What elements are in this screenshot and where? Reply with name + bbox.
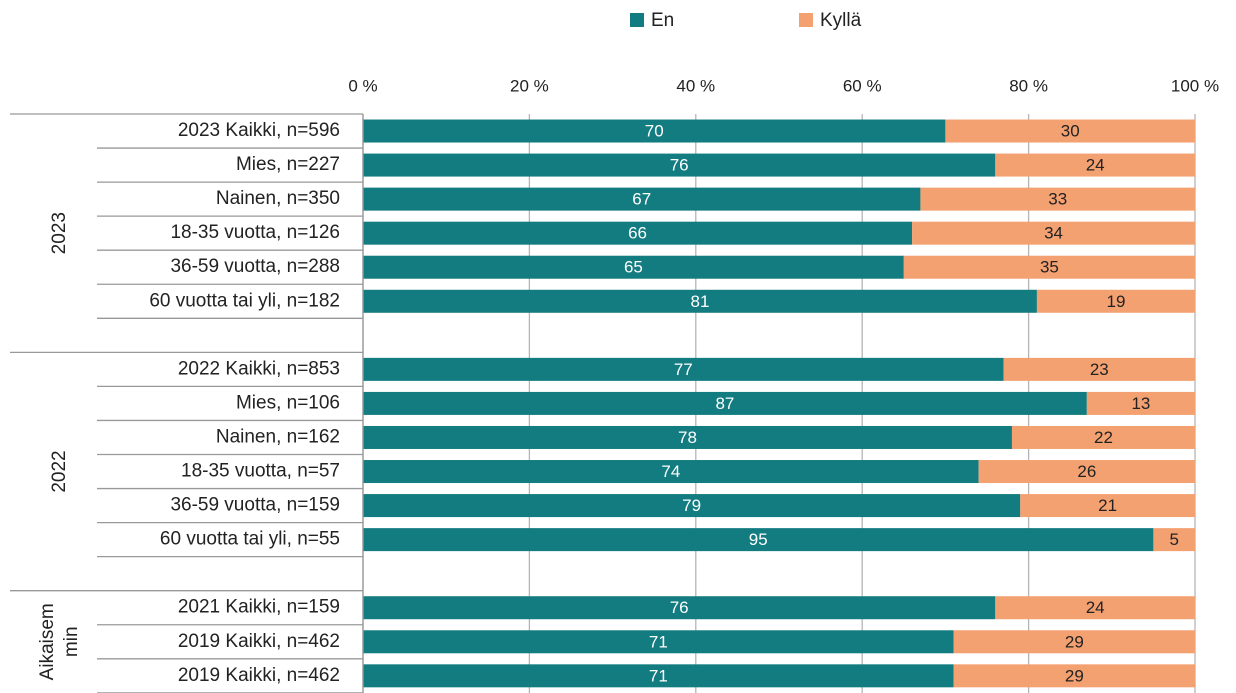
bar-segment — [1036, 289, 1195, 313]
bar-segment — [363, 630, 954, 654]
y-tick-label: Mies, n=106 — [236, 392, 340, 413]
legend-swatch — [799, 13, 813, 27]
value-label: 95 — [749, 530, 768, 549]
bar-segment — [953, 664, 1195, 688]
legend-label: Kyllä — [820, 10, 862, 31]
bar-segment — [995, 596, 1195, 620]
y-tick-label: 18-35 vuotta, n=57 — [181, 461, 340, 482]
value-label: 71 — [649, 666, 668, 685]
value-label: 81 — [690, 292, 709, 311]
value-label: 74 — [661, 462, 680, 481]
y-tick-label: 2021 Kaikki, n=159 — [178, 597, 340, 618]
value-label: 79 — [682, 496, 701, 515]
y-tick-label: 36-59 vuotta, n=288 — [170, 256, 340, 277]
y-tick-label: Mies, n=227 — [236, 154, 340, 175]
group-label: min — [61, 626, 82, 657]
value-label: 24 — [1086, 156, 1105, 175]
y-tick-label: 2022 Kaikki, n=853 — [178, 358, 340, 379]
bar-segment — [363, 357, 1004, 381]
x-tick-label: 100 % — [1171, 76, 1219, 95]
y-tick-label: 2019 Kaikki, n=462 — [178, 631, 340, 652]
y-tick-label: 2023 Kaikki, n=596 — [178, 120, 340, 141]
bar-segment — [363, 664, 954, 688]
value-label: 65 — [624, 258, 643, 277]
x-tick-label: 20 % — [510, 76, 549, 95]
bar-segment — [1011, 425, 1195, 449]
bar-segment — [363, 391, 1087, 415]
value-label: 30 — [1061, 122, 1080, 141]
y-tick-label: 18-35 vuotta, n=126 — [170, 222, 340, 243]
value-label: 23 — [1090, 360, 1109, 379]
value-label: 34 — [1044, 224, 1063, 243]
bar-segment — [363, 596, 996, 620]
bar-segment — [363, 425, 1012, 449]
bar-segment — [912, 221, 1195, 245]
bar-segment — [363, 494, 1021, 518]
bar-segment — [1153, 528, 1195, 552]
value-label: 33 — [1048, 190, 1067, 209]
value-label: 66 — [628, 224, 647, 243]
legend-swatch — [630, 13, 644, 27]
value-label: 24 — [1086, 598, 1105, 617]
bar-segment — [363, 528, 1154, 552]
bar-segment — [1003, 357, 1195, 381]
value-label: 71 — [649, 632, 668, 651]
bar-segment — [903, 255, 1195, 279]
bar-segment — [363, 119, 946, 143]
x-tick-label: 60 % — [843, 76, 882, 95]
y-tick-label: Nainen, n=162 — [216, 426, 340, 447]
value-label: 87 — [715, 394, 734, 413]
x-tick-label: 80 % — [1009, 76, 1048, 95]
bar-segment — [978, 460, 1195, 484]
value-label: 35 — [1040, 258, 1059, 277]
value-label: 78 — [678, 428, 697, 447]
y-tick-label: 2019 Kaikki, n=462 — [178, 665, 340, 686]
value-label: 29 — [1065, 632, 1084, 651]
value-label: 70 — [645, 122, 664, 141]
y-tick-label: 36-59 vuotta, n=159 — [170, 495, 340, 516]
value-label: 21 — [1098, 496, 1117, 515]
bar-segment — [945, 119, 1195, 143]
value-label: 76 — [670, 156, 689, 175]
value-label: 13 — [1131, 394, 1150, 413]
group-label: Aikaisem — [37, 603, 58, 680]
bar-segment — [363, 460, 979, 484]
group-label: 2022 — [49, 450, 70, 492]
bar-segment — [363, 221, 913, 245]
bar-segment — [363, 153, 996, 177]
bar-segment — [995, 153, 1195, 177]
value-label: 29 — [1065, 666, 1084, 685]
bar-segment — [363, 289, 1037, 313]
bar-segment — [953, 630, 1195, 654]
bar-segment — [363, 187, 921, 211]
bar-segment — [920, 187, 1195, 211]
value-label: 22 — [1094, 428, 1113, 447]
x-tick-label: 0 % — [348, 76, 377, 95]
legend-label: En — [651, 10, 674, 31]
value-label: 67 — [632, 190, 651, 209]
value-label: 19 — [1106, 292, 1125, 311]
bar-segment — [1086, 391, 1195, 415]
bar-segment — [1020, 494, 1195, 518]
group-label: 2023 — [49, 212, 70, 254]
value-label: 77 — [674, 360, 693, 379]
value-label: 76 — [670, 598, 689, 617]
value-label: 26 — [1077, 462, 1096, 481]
bar-segment — [363, 255, 904, 279]
y-tick-label: Nainen, n=350 — [216, 188, 340, 209]
y-tick-label: 60 vuotta tai yli, n=55 — [160, 529, 340, 550]
x-tick-label: 40 % — [676, 76, 715, 95]
y-tick-label: 60 vuotta tai yli, n=182 — [149, 290, 340, 311]
value-label: 5 — [1169, 530, 1178, 549]
